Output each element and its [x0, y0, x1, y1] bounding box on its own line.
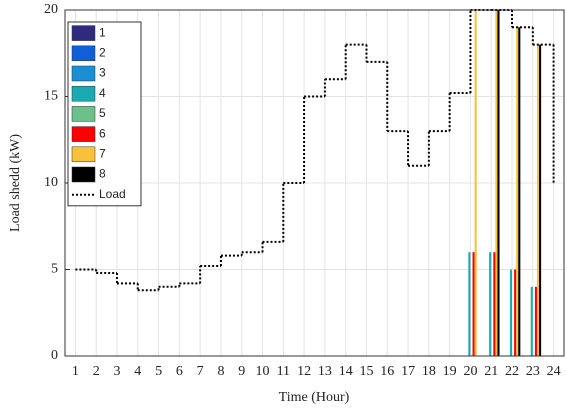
- bar: [489, 252, 492, 356]
- y-tick-label: 20: [44, 2, 58, 17]
- x-tick-label: 18: [422, 364, 436, 379]
- x-tick-label: 12: [297, 364, 311, 379]
- y-axis-label: Load shedd (kW): [8, 134, 23, 232]
- x-tick-label: 9: [238, 364, 245, 379]
- legend-swatch: [71, 65, 96, 82]
- legend-label: 1: [99, 25, 106, 39]
- x-tick-label: 8: [217, 364, 224, 379]
- x-tick-label: 21: [484, 364, 498, 379]
- plot-frame: [64, 9, 565, 357]
- legend-label: 4: [99, 86, 106, 100]
- y-tick-label: 5: [51, 262, 58, 277]
- bar: [509, 269, 513, 356]
- x-tick-label: 11: [277, 364, 290, 379]
- legend-label: Load: [99, 187, 126, 201]
- legend-swatch: [71, 106, 96, 122]
- x-tick-label: 14: [339, 364, 353, 379]
- y-tick-label: 0: [51, 348, 58, 363]
- bar: [514, 269, 517, 356]
- legend-label: 7: [99, 146, 106, 160]
- bar: [539, 44, 542, 356]
- x-tick-label: 5: [155, 364, 162, 379]
- x-axis-label: Time (Hour): [279, 390, 350, 405]
- legend-swatch: [71, 45, 96, 62]
- x-tick-label: 7: [197, 364, 204, 379]
- legend-label: 3: [99, 66, 106, 80]
- bar: [493, 252, 496, 356]
- x-tick-label: 4: [134, 364, 141, 379]
- x-tick-label: 10: [256, 364, 270, 379]
- x-tick-label: 6: [176, 364, 183, 379]
- bar: [518, 27, 521, 357]
- legend-swatch: [71, 85, 96, 102]
- x-tick-label: 15: [359, 364, 373, 379]
- x-tick-label: 20: [463, 364, 477, 379]
- bar: [536, 44, 540, 356]
- x-tick-label: 23: [526, 364, 540, 379]
- legend-label: 5: [99, 106, 106, 120]
- legend-label: 6: [99, 126, 106, 140]
- x-tick-label: 1: [72, 364, 79, 379]
- bar: [516, 27, 519, 357]
- y-tick-label: 10: [44, 175, 58, 190]
- x-tick-label: 19: [443, 364, 457, 379]
- legend-label: 8: [99, 167, 106, 181]
- x-tick-label: 13: [318, 364, 332, 379]
- legend-swatch: [71, 25, 96, 41]
- bar: [497, 10, 500, 356]
- y-tick-label: 15: [44, 89, 58, 104]
- legend-swatch: [71, 146, 96, 163]
- x-tick-label: 16: [380, 364, 394, 379]
- legend-swatch: [71, 166, 96, 183]
- bar: [495, 10, 498, 356]
- x-tick-label: 2: [93, 364, 100, 379]
- bar: [530, 286, 533, 356]
- x-tick-label: 17: [401, 364, 415, 379]
- x-tick-label: 3: [113, 364, 120, 379]
- legend-label: 2: [99, 45, 106, 59]
- x-tick-label: 24: [547, 364, 561, 379]
- legend: 1 2 3 4 5 6 7 8 Load: [67, 21, 142, 207]
- x-tick-label: 22: [505, 364, 519, 379]
- bar: [472, 252, 475, 356]
- bar: [474, 10, 477, 356]
- bar: [468, 252, 471, 356]
- legend-swatch: [71, 126, 96, 142]
- bar: [534, 286, 537, 356]
